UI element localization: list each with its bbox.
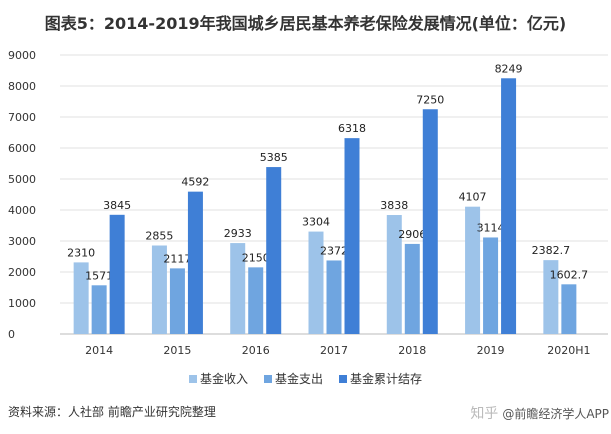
data-label: 2382.7: [532, 244, 571, 257]
y-tick-label: 7000: [8, 111, 36, 124]
legend-swatch: [263, 375, 272, 383]
legend-label: 基金收入: [199, 372, 248, 386]
y-tick-label: 0: [8, 328, 15, 341]
bar-2018-1: [404, 243, 420, 334]
data-label: 2933: [224, 227, 252, 240]
bar-2020H1-1: [561, 284, 577, 334]
watermark-account: @前瞻经济学人APP: [502, 407, 609, 421]
bar-2014-0: [73, 262, 89, 334]
chart-title: 图表5：2014-2019年我国城乡居民基本养老保险发展情况(单位：亿元): [44, 14, 567, 33]
data-label: 5385: [260, 151, 288, 164]
y-tick-label: 4000: [8, 204, 36, 217]
legend-item: 基金支出: [263, 370, 323, 387]
data-label: 4107: [459, 191, 487, 204]
data-label: 2150: [242, 251, 270, 264]
legend-item: 基金收入: [188, 370, 248, 387]
x-tick-label: 2015: [163, 344, 191, 357]
bar-2015-0: [151, 245, 167, 334]
data-label: 2855: [145, 229, 173, 242]
legend-item: 基金累计结存: [339, 370, 422, 387]
watermark-platform: 知乎: [470, 406, 499, 422]
data-label: 3845: [103, 199, 131, 212]
x-tick-label: 2017: [320, 344, 348, 357]
data-label: 2310: [67, 246, 95, 259]
bar-2016-0: [230, 243, 246, 334]
bar-2018-0: [386, 215, 402, 334]
data-label: 3114: [477, 221, 505, 234]
legend-label: 基金累计结存: [350, 372, 423, 386]
bar-2017-1: [326, 260, 342, 334]
data-label: 2906: [398, 228, 426, 241]
bar-2015-1: [169, 268, 185, 334]
legend-swatch: [188, 375, 197, 383]
data-label: 7250: [416, 93, 444, 106]
x-tick-label: 2020H1: [547, 344, 590, 357]
legend-swatch: [339, 375, 347, 383]
bar-2015-2: [187, 191, 203, 334]
watermark: 知乎 @前瞻经济学人APP: [470, 403, 609, 423]
source-note: 资料来源：人社部 前瞻产业研究院整理: [8, 405, 216, 419]
data-label: 4592: [181, 176, 209, 189]
bar-2019-1: [483, 237, 499, 334]
y-tick-label: 5000: [8, 173, 36, 186]
data-label: 2372: [320, 244, 348, 257]
data-label: 2117: [163, 252, 191, 265]
x-tick-label: 2018: [398, 344, 426, 357]
y-tick-label: 8000: [8, 80, 36, 93]
y-tick-label: 2000: [8, 266, 36, 279]
data-label: 8249: [495, 62, 523, 75]
bar-2014-2: [109, 214, 125, 334]
bar-2019-0: [465, 206, 481, 334]
x-tick-label: 2019: [477, 344, 505, 357]
bar-2016-1: [248, 267, 264, 334]
bar-2020H1-0: [543, 260, 559, 334]
data-label: 1602.7: [550, 268, 589, 281]
bar-2017-0: [308, 231, 324, 334]
bar-2019-2: [501, 78, 517, 334]
bar-2018-2: [422, 109, 438, 334]
bar-2016-2: [266, 167, 282, 334]
y-tick-label: 9000: [8, 49, 36, 62]
y-tick-label: 3000: [8, 235, 36, 248]
data-label: 1571: [85, 269, 113, 282]
bar-2014-1: [91, 285, 107, 334]
bar-2017-2: [344, 138, 360, 334]
data-label: 3304: [302, 216, 330, 229]
x-tick-label: 2016: [242, 344, 270, 357]
legend: 基金收入 基金支出 基金累计结存: [0, 370, 611, 387]
y-tick-label: 1000: [8, 297, 36, 310]
legend-label: 基金支出: [274, 372, 323, 386]
x-tick-label: 2014: [85, 344, 113, 357]
data-label: 3838: [380, 199, 408, 212]
data-label: 6318: [338, 122, 366, 135]
y-tick-label: 6000: [8, 142, 36, 155]
